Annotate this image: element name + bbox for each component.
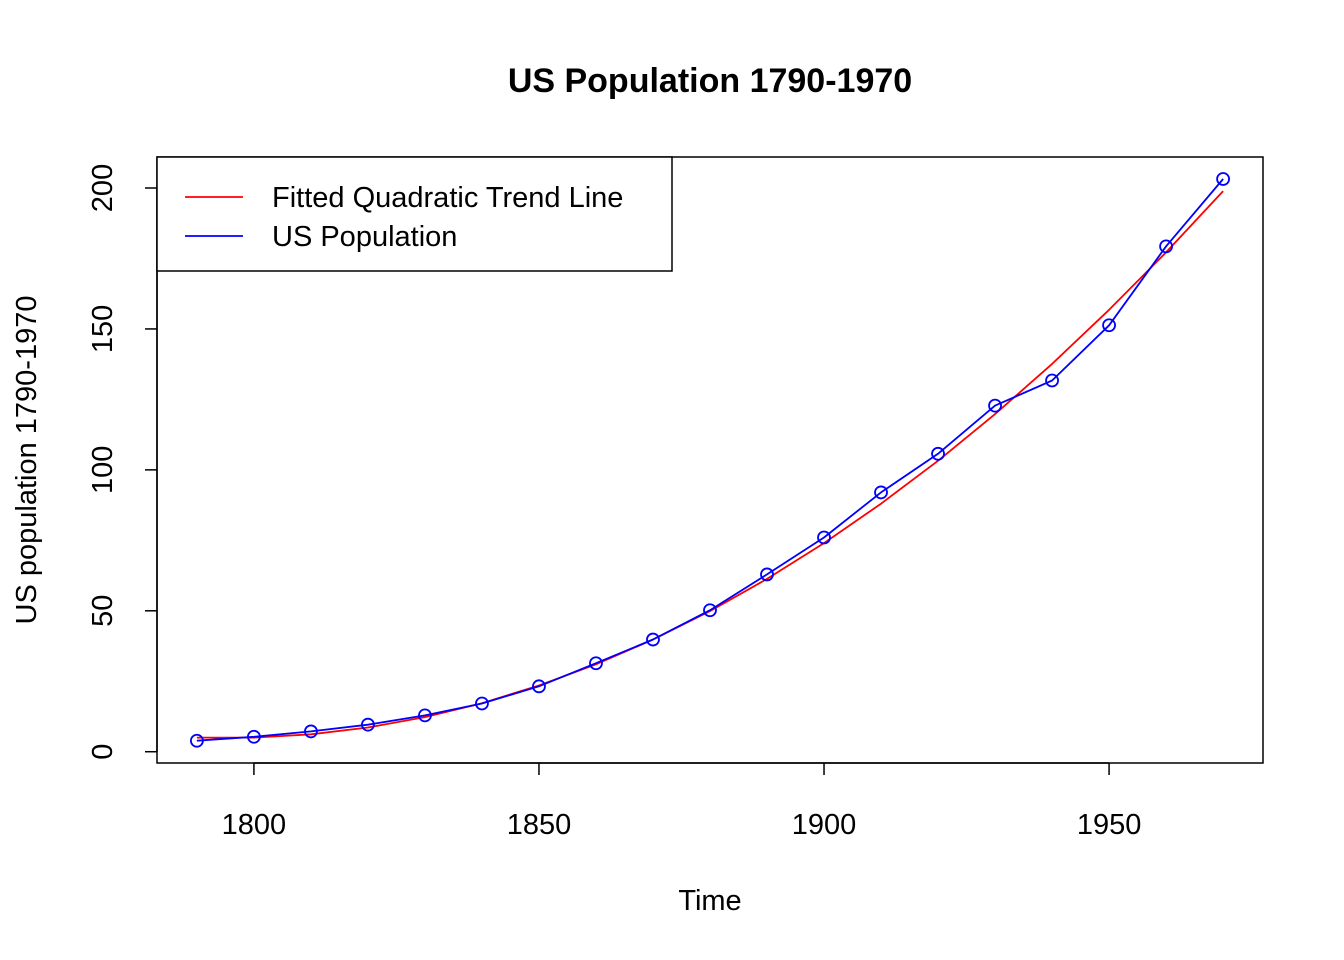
- data-point: [931, 446, 945, 461]
- data-point: [532, 679, 546, 694]
- data-point: [190, 733, 204, 748]
- legend-label-fitted: Fitted Quadratic Trend Line: [272, 182, 623, 214]
- data-point: [703, 603, 717, 618]
- data-point: [817, 530, 831, 545]
- y-tick-label: 50: [87, 595, 119, 627]
- chart-title: US Population 1790-1970: [508, 62, 912, 100]
- data-point: [1102, 318, 1116, 333]
- data-point: [874, 485, 888, 500]
- data-point: [646, 632, 660, 647]
- data-point: [304, 724, 318, 739]
- y-tick-label: 150: [87, 305, 119, 353]
- series-line-0: [196, 190, 1224, 739]
- data-point: [1045, 373, 1059, 388]
- data-point: [988, 398, 1002, 413]
- y-axis: 0 50 100 150 200: [87, 164, 158, 760]
- y-tick-label: 100: [87, 446, 119, 494]
- data-point: [418, 708, 432, 723]
- legend: Fitted Quadratic Trend Line US Populatio…: [156, 156, 673, 272]
- x-axis-label: Time: [678, 885, 741, 917]
- data-point: [361, 717, 375, 732]
- legend-label-population: US Population: [272, 221, 457, 253]
- x-tick-label: 1950: [1077, 809, 1142, 841]
- data-point: [475, 696, 489, 711]
- y-tick-label: 200: [87, 164, 119, 212]
- data-point: [247, 729, 261, 744]
- series-line-1: [196, 178, 1224, 742]
- x-tick-label: 1900: [792, 809, 857, 841]
- x-axis: 1800 1850 1900 1950: [222, 762, 1142, 841]
- data-point: [589, 656, 603, 671]
- data-point: [1216, 172, 1230, 186]
- data-point: [1159, 239, 1173, 254]
- x-tick-label: 1800: [222, 809, 287, 841]
- data-point: [760, 567, 774, 582]
- series-layer: [190, 172, 1230, 748]
- legend-box: [156, 156, 673, 272]
- y-tick-label: 0: [87, 744, 119, 760]
- y-axis-label: US population 1790-1970: [11, 296, 43, 625]
- x-tick-label: 1850: [507, 809, 572, 841]
